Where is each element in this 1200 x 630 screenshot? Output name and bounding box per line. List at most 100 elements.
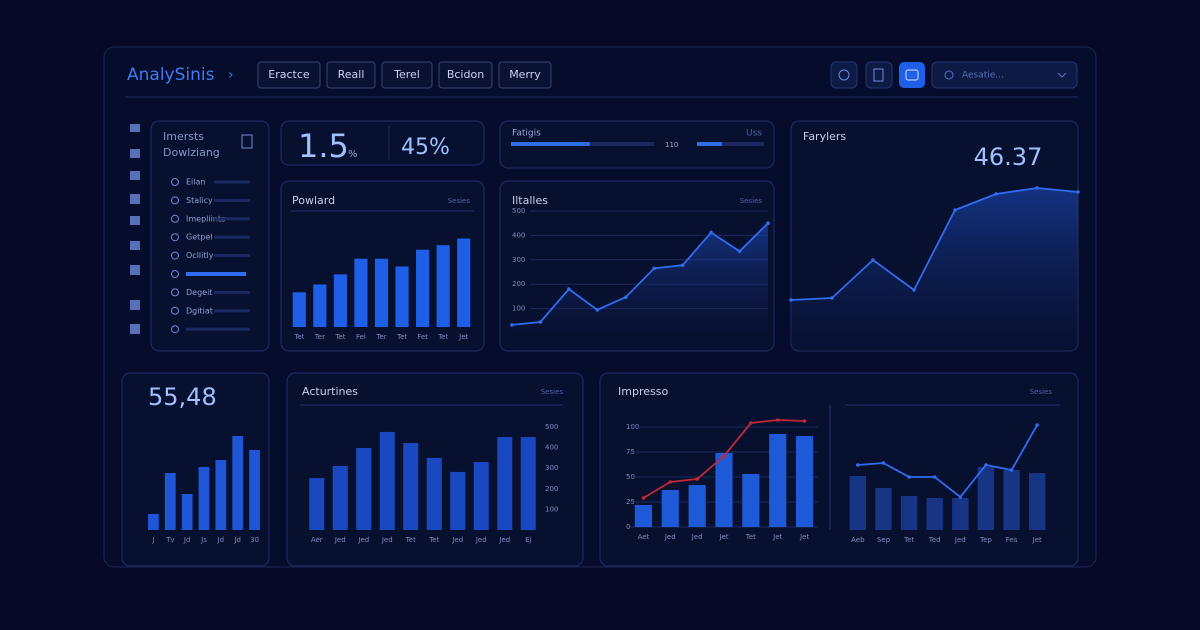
bar [715,453,733,527]
bar [849,476,867,530]
chart-title: Acturtines [302,385,358,398]
bar [769,434,787,527]
point [668,480,673,484]
y-tick-label: 500 [545,423,558,431]
point [789,298,793,302]
icon [130,300,140,310]
search-box[interactable] [931,61,1078,89]
icon-button[interactable] [830,61,858,89]
x-tick-label: Ted [928,536,941,544]
legend-entry: Sesies [541,388,564,396]
progress-fill [697,142,722,146]
x-tick-label: Jed [357,536,369,544]
point [567,287,571,291]
tab[interactable] [257,61,321,89]
tab[interactable] [498,61,552,89]
bar [313,284,327,327]
icon-button[interactable] [865,61,893,89]
progress-corner: Uss [746,129,762,139]
point [881,461,886,465]
x-tick-label: Fes [1006,536,1018,544]
chart-title: Powlard [292,194,335,207]
item-bar [214,217,250,221]
item-icon [171,251,179,260]
point [623,295,628,299]
x-tick-label: Tet [334,333,345,341]
tab[interactable] [381,61,433,89]
sidebar-item[interactable]: Eilan [186,178,205,187]
progress-title: Fatigis [512,129,541,139]
x-tick-label: 30 [250,536,259,544]
chart-title: Iltalles [512,194,548,207]
x-tick-label: Jd [217,536,225,544]
item-icon [171,214,179,223]
point [737,249,742,254]
bar [952,498,969,530]
point [652,266,657,271]
kpi-panel [280,120,485,166]
progress-fill [511,142,590,146]
x-tick-label: Ej [525,536,531,544]
x-tick-label: Jet [799,533,809,541]
point [1076,190,1080,194]
y-tick-label: 500 [512,207,525,215]
x-tick-label: Ter [375,333,386,341]
icon [130,265,140,275]
y-tick-label: 100 [512,305,525,313]
bar [148,514,159,530]
sidebar-item[interactable]: Ocllitly [186,251,214,260]
sidebar-item[interactable]: Imepliints [186,214,225,223]
bar [1003,470,1020,530]
tab-label[interactable]: Terel [393,68,420,81]
sidebar-item[interactable]: Stalicy [186,196,213,205]
bar [354,258,368,327]
x-tick-label: Tet [745,533,756,541]
x-tick-label: Tv [165,536,174,544]
bar [926,498,943,530]
item-bar [214,198,250,202]
tab[interactable] [438,61,493,89]
tab-label[interactable]: Eractce [268,68,310,81]
series-line [857,424,1038,499]
sidebar-item[interactable]: Getpel [186,233,212,242]
x-tick-label: Jd [233,536,241,544]
item-icon [171,196,179,205]
item-icon [171,288,179,297]
y-tick-label: 300 [512,256,525,264]
item-bar [214,254,250,258]
item-bar [214,180,250,184]
point [907,475,911,479]
x-tick-label: Jed [664,533,676,541]
item-icon [171,325,179,334]
brand: AnalySinis [127,65,215,85]
point [749,421,753,425]
y-tick-label: 200 [545,485,558,493]
tab[interactable] [326,61,376,89]
icon-button[interactable] [899,62,925,88]
brand-arrow: › [228,67,234,83]
bar [249,450,260,530]
legend-entry: Sesies [1030,388,1053,396]
sidebar-item[interactable]: Dgitiat [186,306,213,315]
x-tick-label: Fet [417,333,428,341]
tab-label[interactable]: Merry [509,68,541,81]
x-tick-label: Jed [475,536,487,544]
item-bar [186,272,246,276]
point [1035,186,1039,190]
tab-label[interactable]: Reall [338,68,365,81]
bar [403,443,419,530]
bar [164,473,176,530]
bar [450,471,466,530]
point [722,454,726,458]
bar [497,437,513,530]
tab-label[interactable]: Bcidon [447,68,484,81]
legend-entry: Sesies [448,197,471,205]
icon [130,124,140,132]
sidebar-item[interactable]: Degeit [186,288,212,297]
point [641,496,646,500]
area-fill [791,188,1078,350]
kpi-value: 45% [401,135,450,160]
bar [634,505,653,527]
